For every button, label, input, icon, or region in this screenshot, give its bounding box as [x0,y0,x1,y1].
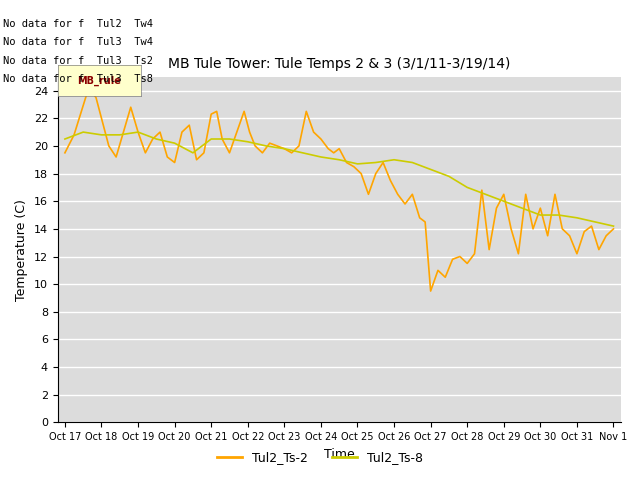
Tul2_Ts-2 [85,85,93,91]
Tul2_Ts-8 [335,157,343,163]
Text: No data for f  Tul3  Tw4: No data for f Tul3 Tw4 [3,37,153,48]
Tul2_Ts-8 [134,129,142,135]
Tul2_Ts-8 [372,160,380,166]
Tul2_Ts-8 [591,219,599,225]
Tul2_Ts-2 [163,154,171,160]
Tul2_Ts-8 [189,150,196,156]
Tul2_Ts-8 [390,157,398,163]
Title: MB Tule Tower: Tule Temps 2 & 3 (3/1/11-3/19/14): MB Tule Tower: Tule Temps 2 & 3 (3/1/11-… [168,58,510,72]
Tul2_Ts-8 [408,160,416,166]
Tul2_Ts-2 [105,143,113,149]
Tul2_Ts-8 [463,184,471,190]
Tul2_Ts-8 [98,132,106,138]
Legend: Tul2_Ts-2, Tul2_Ts-8: Tul2_Ts-2, Tul2_Ts-8 [212,446,428,469]
Tul2_Ts-2 [342,160,350,166]
Tul2_Ts-8 [116,132,124,138]
Tul2_Ts-8 [482,192,490,197]
Tul2_Ts-8 [207,136,215,142]
Text: No data for f  Tul3  Ts2: No data for f Tul3 Ts2 [3,56,153,66]
Tul2_Ts-2 [427,288,435,294]
Tul2_Ts-8 [299,150,307,156]
Text: No data for f  Tul2  Tw4: No data for f Tul2 Tw4 [3,19,153,29]
Tul2_Ts-8 [61,136,68,142]
Tul2_Ts-8 [317,154,324,160]
Tul2_Ts-2 [303,108,310,114]
Line: Tul2_Ts-8: Tul2_Ts-8 [65,132,614,226]
Text: No data for f  Tul3  Ts8: No data for f Tul3 Ts8 [3,74,153,84]
Y-axis label: Temperature (C): Temperature (C) [15,199,28,300]
Tul2_Ts-8 [610,223,618,229]
Tul2_Ts-8 [262,143,270,149]
Tul2_Ts-8 [152,136,160,142]
Tul2_Ts-8 [354,161,362,167]
Tul2_Ts-8 [280,146,288,152]
Tul2_Ts-8 [427,167,435,172]
Tul2_Ts-2 [610,226,618,232]
Tul2_Ts-2 [246,129,253,135]
Tul2_Ts-8 [500,198,508,204]
Tul2_Ts-8 [573,215,580,221]
Tul2_Ts-8 [244,139,252,144]
Tul2_Ts-8 [445,173,452,179]
Tul2_Ts-8 [555,212,563,218]
Tul2_Ts-8 [79,129,87,135]
Text: MB_rule: MB_rule [77,75,121,85]
Tul2_Ts-8 [518,205,526,211]
Tul2_Ts-8 [171,140,179,146]
Tul2_Ts-8 [226,136,234,142]
Line: Tul2_Ts-2: Tul2_Ts-2 [65,88,614,291]
Tul2_Ts-8 [536,212,544,218]
Tul2_Ts-2 [463,261,471,266]
X-axis label: Time: Time [324,448,355,461]
Tul2_Ts-2 [61,150,68,156]
